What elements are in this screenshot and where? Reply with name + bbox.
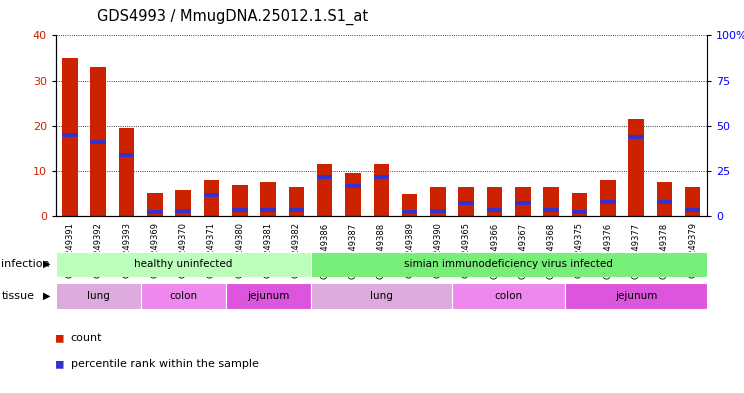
Bar	[141, 283, 225, 309]
Bar	[515, 201, 530, 205]
Text: lung: lung	[87, 291, 109, 301]
Bar	[628, 135, 644, 140]
Text: jejunum: jejunum	[247, 291, 289, 301]
Text: infection: infection	[1, 259, 50, 269]
Bar	[56, 252, 310, 277]
Bar	[402, 195, 417, 216]
Bar	[452, 283, 565, 309]
Text: GDS4993 / MmugDNA.25012.1.S1_at: GDS4993 / MmugDNA.25012.1.S1_at	[97, 9, 368, 25]
Bar	[289, 187, 304, 216]
Bar	[458, 187, 474, 216]
Bar	[345, 173, 361, 216]
Text: simian immunodeficiency virus infected: simian immunodeficiency virus infected	[404, 259, 613, 269]
Text: healthy uninfected: healthy uninfected	[134, 259, 232, 269]
Bar	[62, 58, 77, 216]
Bar	[232, 185, 248, 216]
Text: ▶: ▶	[43, 290, 51, 301]
Bar	[310, 283, 452, 309]
Bar	[204, 193, 219, 197]
Bar	[565, 283, 707, 309]
Bar	[345, 184, 361, 188]
Bar	[232, 208, 248, 212]
Bar	[119, 153, 135, 157]
Bar	[289, 208, 304, 212]
Bar	[62, 133, 77, 137]
Bar	[458, 201, 474, 205]
Text: jejunum: jejunum	[615, 291, 657, 301]
Bar	[571, 210, 587, 214]
Bar	[373, 175, 389, 179]
Bar	[373, 164, 389, 216]
Bar	[487, 187, 502, 216]
Text: ▶: ▶	[43, 259, 51, 269]
Text: ■: ■	[56, 357, 63, 370]
Text: count: count	[71, 333, 102, 343]
Bar	[430, 187, 446, 216]
Bar	[685, 208, 700, 212]
Text: tissue: tissue	[1, 290, 34, 301]
Text: colon: colon	[169, 291, 197, 301]
Bar	[487, 208, 502, 212]
Bar	[204, 180, 219, 216]
Text: lung: lung	[370, 291, 393, 301]
Bar	[260, 182, 276, 216]
Bar	[543, 187, 559, 216]
Bar	[56, 283, 141, 309]
Bar	[176, 209, 191, 213]
Bar	[91, 140, 106, 144]
Bar	[628, 119, 644, 216]
Bar	[119, 128, 135, 216]
Bar	[656, 182, 672, 216]
Bar	[310, 252, 707, 277]
Bar	[543, 208, 559, 212]
Bar	[656, 200, 672, 204]
Text: colon: colon	[495, 291, 523, 301]
Bar	[571, 193, 587, 216]
Text: ■: ■	[56, 331, 63, 345]
Bar	[260, 208, 276, 212]
Bar	[402, 210, 417, 214]
Bar	[430, 209, 446, 213]
Bar	[91, 67, 106, 216]
Bar	[317, 164, 333, 216]
Bar	[317, 175, 333, 179]
Bar	[685, 187, 700, 216]
Text: percentile rank within the sample: percentile rank within the sample	[71, 358, 259, 369]
Bar	[600, 180, 615, 216]
Bar	[147, 193, 163, 216]
Bar	[176, 190, 191, 216]
Bar	[147, 210, 163, 214]
Bar	[225, 283, 310, 309]
Bar	[515, 187, 530, 216]
Bar	[600, 200, 615, 204]
